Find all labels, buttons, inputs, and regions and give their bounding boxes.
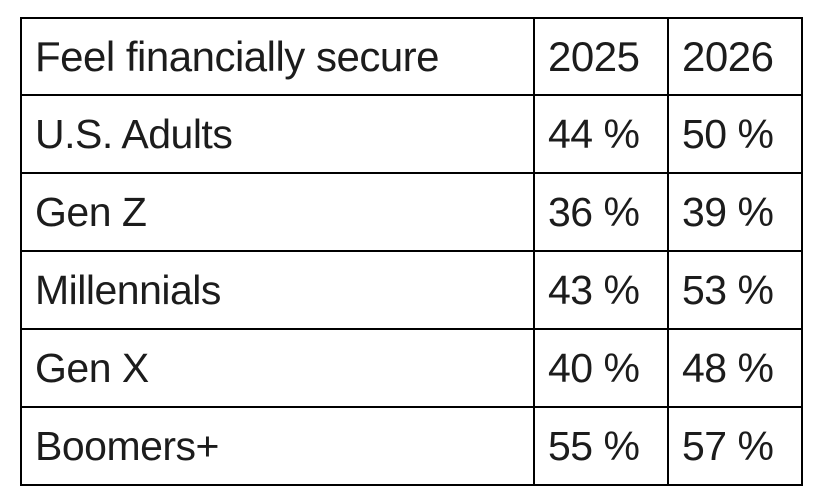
row-label-cell: Gen Z — [20, 172, 535, 252]
value-2025-cell: 36 % — [533, 172, 669, 252]
header-cell-2025: 2025 — [533, 17, 669, 96]
value-2025-cell: 55 % — [533, 406, 669, 486]
value-2025-cell: 40 % — [533, 328, 669, 408]
table-row: U.S. Adults 44 % 50 % — [20, 94, 803, 174]
table-row: Boomers+ 55 % 57 % — [20, 406, 803, 486]
value-2025-cell: 44 % — [533, 94, 669, 174]
table-row: Gen Z 36 % 39 % — [20, 172, 803, 252]
value-2025-cell: 43 % — [533, 250, 669, 330]
row-label-cell: Gen X — [20, 328, 535, 408]
header-cell-2026: 2026 — [667, 17, 803, 96]
value-2026-cell: 48 % — [667, 328, 803, 408]
row-label-cell: U.S. Adults — [20, 94, 535, 174]
value-2026-cell: 57 % — [667, 406, 803, 486]
table-header-row: Feel financially secure 2025 2026 — [20, 17, 803, 96]
value-2026-cell: 50 % — [667, 94, 803, 174]
value-2026-cell: 53 % — [667, 250, 803, 330]
table-row: Gen X 40 % 48 % — [20, 328, 803, 408]
value-2026-cell: 39 % — [667, 172, 803, 252]
row-label-cell: Millennials — [20, 250, 535, 330]
financial-security-table: Feel financially secure 2025 2026 U.S. A… — [20, 17, 803, 486]
row-label-cell: Boomers+ — [20, 406, 535, 486]
table-row: Millennials 43 % 53 % — [20, 250, 803, 330]
header-cell-title: Feel financially secure — [20, 17, 535, 96]
